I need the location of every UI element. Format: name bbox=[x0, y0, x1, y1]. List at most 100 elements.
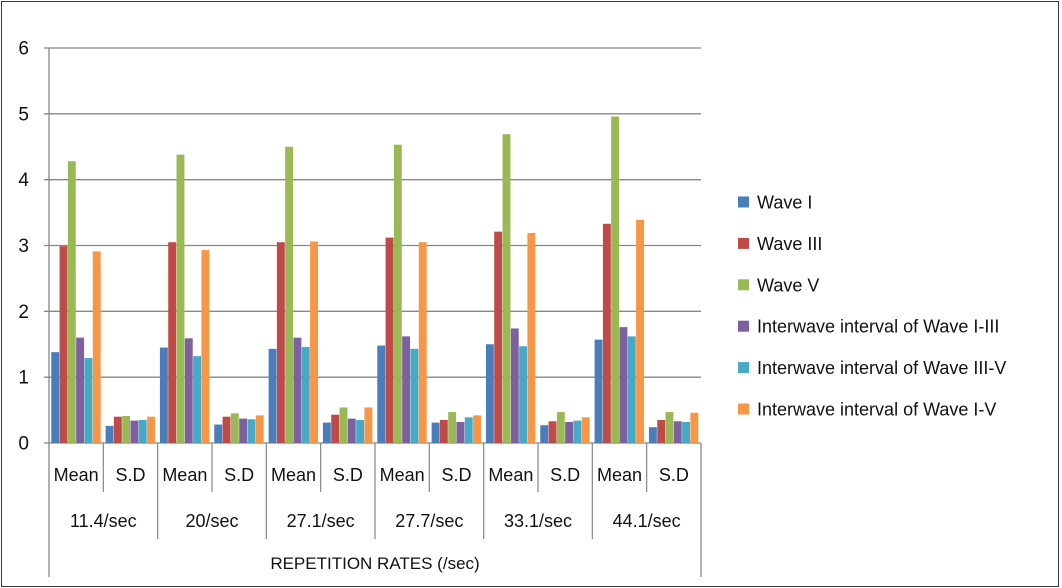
bar-wave-iii-10 bbox=[602, 223, 611, 443]
bar-wave-iii-3 bbox=[222, 416, 231, 443]
bar-interwave-interval-of-wave-i-v-6 bbox=[418, 242, 427, 443]
legend-swatch bbox=[738, 196, 749, 208]
legend-label: Interwave interval of Wave III-V bbox=[757, 358, 1006, 378]
bar-wave-i-3 bbox=[214, 424, 223, 443]
bar-interwave-interval-of-wave-i-v-10 bbox=[636, 219, 644, 443]
bar-wave-iii-0 bbox=[59, 246, 68, 443]
x-category-label: S.D bbox=[333, 465, 363, 485]
bar-interwave-interval-of-wave-iii-v-7 bbox=[464, 417, 473, 443]
bar-interwave-interval-of-wave-i-iii-7 bbox=[456, 421, 465, 443]
bar-interwave-interval-of-wave-iii-v-2 bbox=[193, 356, 202, 443]
bar-wave-v-9 bbox=[556, 412, 565, 443]
y-tick-label: 5 bbox=[18, 104, 29, 125]
x-axis-title: REPETITION RATES (/sec) bbox=[270, 554, 479, 573]
x-category-label: S.D bbox=[550, 465, 580, 485]
bar-wave-v-8 bbox=[502, 134, 511, 444]
bar-wave-v-11 bbox=[665, 412, 674, 443]
bar-wave-v-6 bbox=[393, 144, 402, 443]
bar-interwave-interval-of-wave-i-iii-2 bbox=[184, 338, 193, 443]
x-group-label: 11.4/sec bbox=[70, 511, 137, 531]
bar-interwave-interval-of-wave-i-v-1 bbox=[147, 416, 155, 443]
bar-interwave-interval-of-wave-iii-v-1 bbox=[138, 419, 147, 443]
bar-interwave-interval-of-wave-i-v-3 bbox=[255, 415, 264, 443]
bar-wave-v-1 bbox=[122, 416, 131, 443]
legend-swatch bbox=[738, 237, 749, 249]
y-axis-tick-labels: 0 1 2 3 4 5 6 bbox=[18, 39, 29, 455]
x-category-label: S.D bbox=[224, 465, 254, 485]
x-group-label: 33.1/sec bbox=[504, 511, 572, 531]
bar-interwave-interval-of-wave-iii-v-4 bbox=[301, 346, 310, 443]
x-category-label: Mean bbox=[597, 465, 642, 485]
bar-wave-iii-2 bbox=[168, 242, 177, 443]
x-category-label: S.D bbox=[659, 465, 689, 485]
bar-wave-i-7 bbox=[431, 422, 440, 443]
bar-wave-iii-1 bbox=[113, 416, 122, 443]
x-group-label: 27.1/sec bbox=[287, 511, 355, 531]
bar-wave-iii-8 bbox=[494, 231, 503, 443]
legend-swatch bbox=[738, 279, 749, 291]
y-tick-label: 1 bbox=[18, 368, 29, 389]
x-category-label: Mean bbox=[162, 465, 207, 485]
bar-wave-v-10 bbox=[611, 116, 620, 443]
bar-wave-iii-4 bbox=[276, 242, 285, 443]
bar-wave-iii-5 bbox=[331, 414, 340, 443]
legend-swatch bbox=[738, 403, 749, 415]
bar-interwave-interval-of-wave-i-v-4 bbox=[310, 241, 318, 443]
legend-label: Wave I bbox=[757, 193, 812, 213]
x-group-label: 44.1/sec bbox=[613, 511, 681, 531]
x-group-label: 20/sec bbox=[185, 511, 238, 531]
bar-interwave-interval-of-wave-i-v-7 bbox=[473, 415, 481, 443]
bar-interwave-interval-of-wave-i-iii-3 bbox=[239, 418, 248, 443]
bar-interwave-interval-of-wave-i-v-5 bbox=[364, 407, 373, 443]
y-tick-label: 6 bbox=[18, 39, 29, 60]
x-category-label: Mean bbox=[380, 465, 425, 485]
bar-interwave-interval-of-wave-iii-v-0 bbox=[84, 358, 93, 443]
bar-interwave-interval-of-wave-i-iii-9 bbox=[565, 421, 574, 443]
bar-interwave-interval-of-wave-i-iii-5 bbox=[347, 418, 356, 443]
bar-wave-iii-11 bbox=[657, 419, 666, 443]
bar-wave-i-4 bbox=[268, 348, 277, 443]
bar-interwave-interval-of-wave-i-v-2 bbox=[201, 250, 210, 443]
bar-interwave-interval-of-wave-i-v-0 bbox=[92, 251, 101, 443]
bar-interwave-interval-of-wave-i-v-11 bbox=[690, 412, 699, 443]
bar-wave-i-0 bbox=[51, 352, 60, 443]
y-tick-label: 4 bbox=[18, 170, 29, 191]
gridlines bbox=[44, 47, 701, 444]
bar-interwave-interval-of-wave-i-iii-4 bbox=[293, 337, 302, 443]
bar-wave-v-4 bbox=[285, 146, 294, 443]
bar-wave-i-9 bbox=[540, 425, 549, 443]
bar-interwave-interval-of-wave-i-iii-1 bbox=[130, 420, 139, 443]
bar-wave-i-11 bbox=[648, 427, 657, 443]
bar-interwave-interval-of-wave-i-iii-6 bbox=[402, 336, 411, 443]
bar-wave-i-5 bbox=[322, 422, 331, 443]
bar-wave-iii-9 bbox=[548, 421, 557, 443]
x-category-label: S.D bbox=[115, 465, 145, 485]
bar-interwave-interval-of-wave-i-iii-0 bbox=[76, 337, 85, 443]
legend-swatch bbox=[738, 362, 749, 374]
x-category-label: S.D bbox=[441, 465, 471, 485]
bar-interwave-interval-of-wave-iii-v-3 bbox=[247, 419, 256, 443]
bar-wave-iii-6 bbox=[385, 237, 394, 443]
bar-wave-v-3 bbox=[230, 413, 239, 444]
bar-interwave-interval-of-wave-i-iii-10 bbox=[619, 327, 628, 443]
legend-label: Wave V bbox=[757, 275, 819, 295]
legend-label: Wave III bbox=[757, 234, 822, 254]
legend-swatch bbox=[738, 320, 749, 332]
x-category-label: Mean bbox=[488, 465, 533, 485]
bar-wave-v-5 bbox=[339, 407, 348, 443]
bar-wave-i-2 bbox=[159, 347, 168, 443]
bar-interwave-interval-of-wave-iii-v-9 bbox=[573, 420, 582, 443]
bar-interwave-interval-of-wave-iii-v-6 bbox=[410, 348, 419, 443]
legend-label: Interwave interval of Wave I-III bbox=[757, 317, 999, 337]
legend-label: Interwave interval of Wave I-V bbox=[757, 400, 996, 420]
y-tick-label: 0 bbox=[18, 434, 29, 455]
x-category-label: Mean bbox=[54, 465, 99, 485]
bar-wave-iii-7 bbox=[439, 419, 448, 443]
bar-wave-v-0 bbox=[67, 161, 76, 444]
bar-interwave-interval-of-wave-i-v-9 bbox=[581, 417, 590, 443]
legend: Wave I Wave III Wave V Interwave interval o… bbox=[738, 193, 1006, 420]
bar-wave-i-1 bbox=[105, 425, 114, 443]
x-axis: Mean S.D Mean S.D Mean S.D Mean S.D Mean S.D Mean S… bbox=[48, 48, 702, 577]
